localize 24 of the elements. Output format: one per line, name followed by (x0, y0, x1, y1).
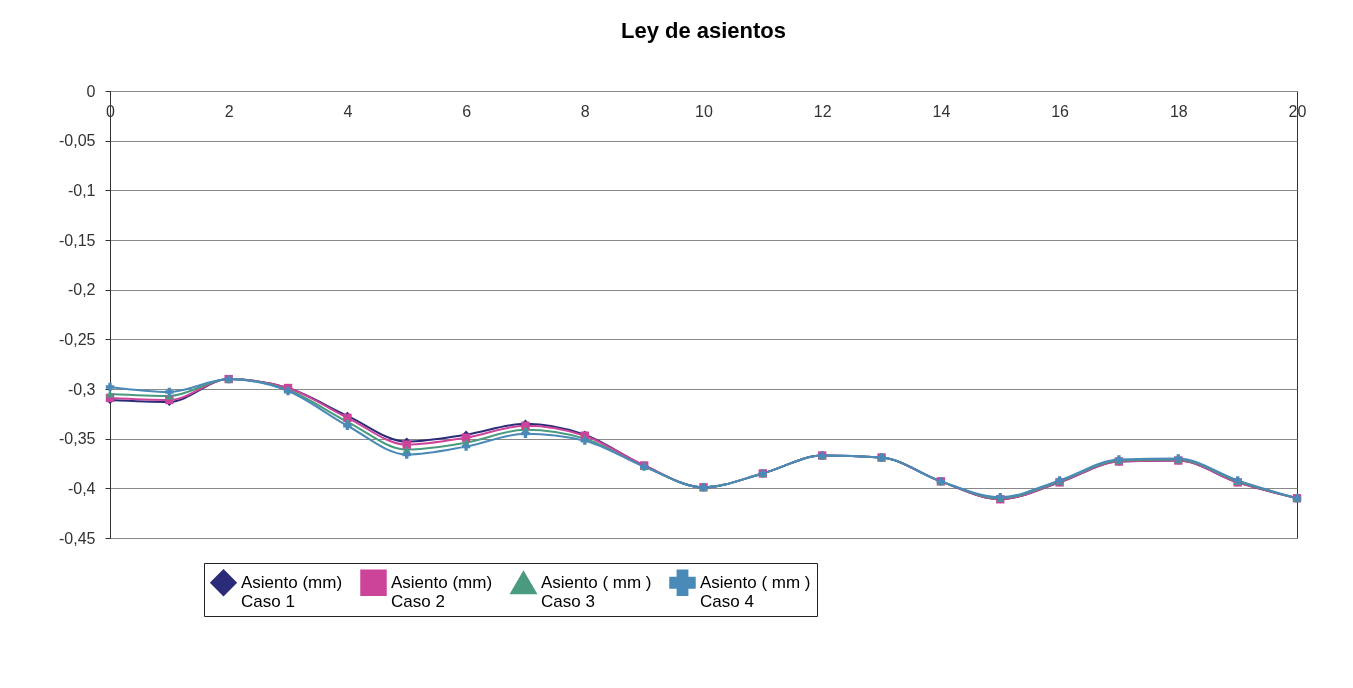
legend-label: Asiento (mm) Caso 2 (391, 572, 493, 611)
x-tick-label: 18 (1169, 102, 1188, 120)
x-tick-label: 12 (813, 102, 832, 120)
y-tick-label: -0,1 (67, 181, 96, 199)
x-tick-label: 16 (1051, 102, 1070, 120)
y-tick-label: -0,3 (67, 380, 96, 398)
x-tick-label: 14 (932, 102, 951, 120)
legend-label: Asiento ( mm ) Caso 3 (541, 572, 652, 611)
x-tick-label: 2 (224, 102, 234, 120)
x-tick-label: 4 (343, 102, 353, 120)
y-tick-label: -0,15 (59, 231, 96, 249)
y-tick-label: -0,25 (59, 330, 96, 348)
y-tick-label: -0,45 (59, 529, 96, 547)
legend-label: Asiento ( mm ) Caso 4 (700, 572, 811, 611)
x-tick-label: 8 (580, 102, 590, 120)
chart-title: Ley de asientos (620, 18, 787, 43)
x-tick-label: 10 (695, 102, 713, 120)
y-tick-label: -0,35 (59, 430, 96, 448)
y-tick-label: 0 (86, 82, 96, 100)
y-tick-label: -0,4 (67, 479, 96, 497)
y-tick-label: -0,05 (59, 132, 96, 150)
x-tick-label: 6 (462, 102, 472, 120)
y-tick-label: -0,2 (67, 281, 96, 299)
legend-label: Asiento (mm) Caso 1 (241, 572, 343, 611)
